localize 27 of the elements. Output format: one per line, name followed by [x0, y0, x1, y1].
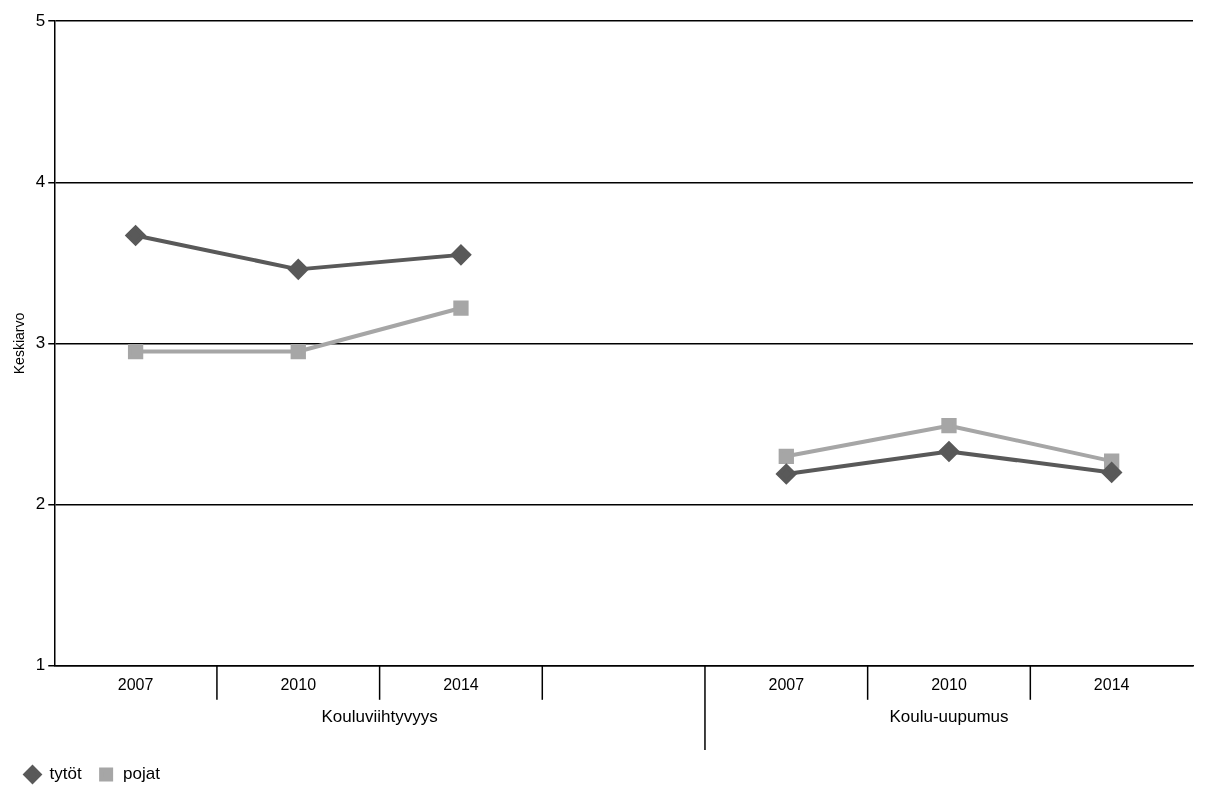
x-tick-label: 2010: [931, 675, 967, 693]
x-tick-label: 2014: [1093, 675, 1130, 693]
y-tick-label: 2: [35, 494, 46, 514]
point: [938, 441, 959, 462]
text: Koulu-uupumus: [889, 707, 1009, 727]
y-tick-label: 3: [35, 333, 46, 353]
point: [453, 300, 469, 316]
point: [290, 343, 306, 360]
y-axis-title: Keskiarvo: [11, 312, 28, 375]
point: [288, 259, 309, 280]
legend-label: tytöt: [49, 764, 82, 784]
point: [776, 464, 797, 485]
y-tick-label: 1: [35, 655, 46, 675]
x-tick-label: 2007: [768, 675, 805, 693]
y-tick-label: 4: [35, 172, 46, 192]
text: Kouluviihtyvyys: [321, 707, 438, 727]
point: [127, 343, 144, 360]
point: [125, 225, 146, 246]
legend-label: pojat: [123, 764, 161, 784]
y-tick-label: 5: [35, 10, 46, 30]
point: [1101, 462, 1122, 483]
point: [778, 448, 794, 464]
x-tick-label: 2014: [443, 675, 479, 693]
x-tick-label: 2007: [117, 675, 154, 693]
point: [450, 244, 471, 265]
x-tick-label: 2010: [280, 675, 317, 693]
point: [941, 418, 957, 434]
